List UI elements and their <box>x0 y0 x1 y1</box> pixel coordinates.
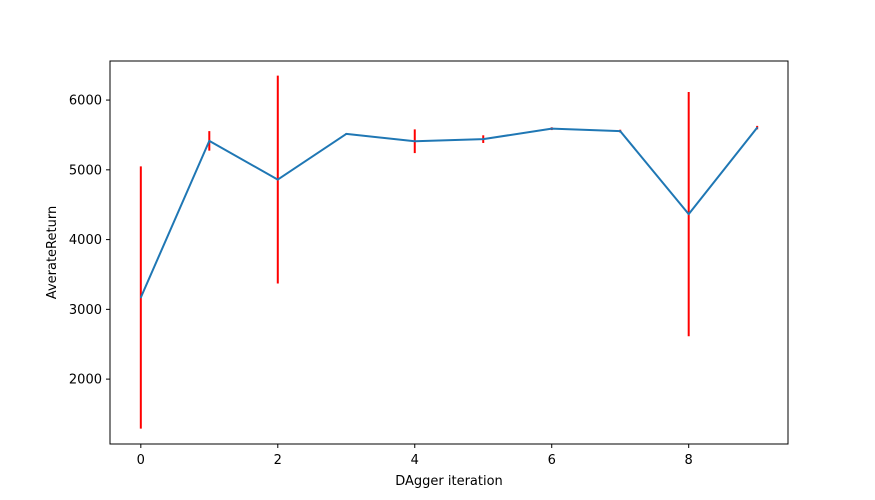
data-point <box>276 178 279 181</box>
data-point <box>482 138 485 140</box>
y-axis-label: AverateReturn <box>45 206 60 299</box>
data-series <box>139 126 758 299</box>
y-tick-label: 5000 <box>69 163 102 178</box>
plot-area <box>109 60 789 445</box>
data-point <box>550 127 553 130</box>
data-point <box>756 126 758 129</box>
x-tick-label: 2 <box>274 453 282 468</box>
x-tick-label: 0 <box>137 453 145 468</box>
x-tick-label: 8 <box>685 453 693 468</box>
axes-frame <box>109 60 789 445</box>
y-tick-label: 6000 <box>69 94 102 109</box>
series-line <box>139 127 758 298</box>
data-point <box>208 140 211 142</box>
x-tick-label: 4 <box>411 453 419 468</box>
x-tick-label: 6 <box>548 453 556 468</box>
data-point <box>345 133 348 135</box>
data-point <box>413 140 416 143</box>
y-tick-label: 3000 <box>69 303 102 318</box>
x-axis-ticks: 0 2 4 6 8 <box>137 444 693 468</box>
data-point <box>687 213 690 215</box>
y-axis-ticks: 2000 3000 4000 5000 6000 <box>69 94 110 388</box>
y-tick-label: 4000 <box>69 233 102 248</box>
data-point <box>140 296 142 299</box>
y-tick-label: 2000 <box>69 373 102 388</box>
data-point <box>619 130 622 132</box>
x-axis-label: DAgger iteration <box>395 474 503 489</box>
